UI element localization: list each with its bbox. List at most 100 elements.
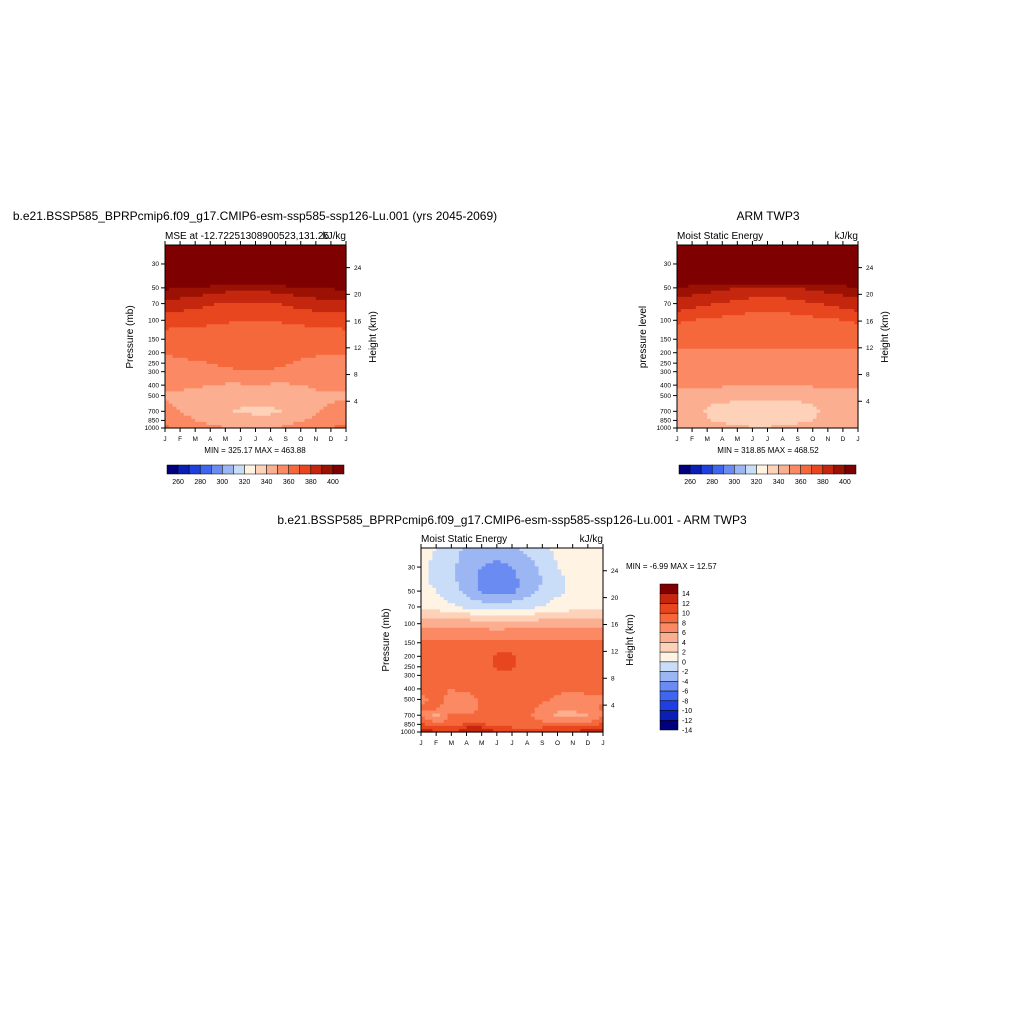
field-cell [707, 318, 712, 322]
field-cell [786, 302, 791, 307]
field-cell [172, 345, 177, 350]
field-cell [304, 388, 309, 392]
field-cell [308, 373, 313, 377]
field-cell [300, 263, 306, 267]
field-cell [846, 275, 852, 280]
field-cell [327, 424, 332, 429]
field-cell [782, 351, 787, 356]
field-cell [334, 318, 340, 322]
field-cell [334, 379, 340, 383]
field-cell [274, 391, 279, 396]
field-cell [278, 287, 283, 292]
field-cell [733, 367, 738, 371]
field-cell [225, 409, 230, 414]
field-cell [255, 382, 260, 386]
field-cell [289, 382, 294, 386]
field-cell [688, 315, 693, 319]
field-cell [187, 409, 192, 414]
field-cell [684, 321, 689, 325]
field-cell [699, 269, 704, 274]
field-cell [680, 296, 686, 301]
field-cell [312, 302, 317, 307]
field-cell [172, 370, 177, 374]
field-cell [684, 324, 689, 328]
field-cell [259, 254, 264, 258]
field-cell [289, 348, 294, 353]
field-cell [229, 357, 234, 362]
field-cell [323, 363, 328, 368]
field-cell [710, 296, 716, 301]
field-cell [308, 412, 313, 417]
field-cell [168, 299, 174, 304]
field-cell [323, 327, 328, 331]
field-cell [756, 370, 761, 374]
field-cell [304, 275, 309, 280]
field-cell [801, 269, 806, 274]
field-cell [714, 275, 720, 280]
field-cell [296, 257, 302, 261]
field-cell [733, 348, 738, 353]
field-cell [180, 406, 185, 411]
field-cell [195, 248, 200, 252]
field-cell [680, 251, 686, 255]
field-cell [289, 275, 294, 280]
field-cell [737, 245, 742, 249]
field-cell [191, 412, 196, 417]
field-cell [221, 424, 226, 429]
field-cell [274, 373, 279, 377]
field-cell [308, 403, 313, 408]
field-cell [195, 342, 200, 347]
field-cell [266, 248, 272, 252]
field-cell [767, 272, 772, 277]
field-cell [744, 348, 750, 353]
field-cell [703, 370, 708, 374]
field-cell [312, 379, 317, 383]
field-cell [688, 302, 693, 307]
field-cell [236, 284, 242, 289]
field-cell [692, 287, 697, 292]
field-cell [266, 348, 272, 353]
field-cell [703, 321, 708, 325]
field-cell [308, 296, 313, 301]
field-cell [225, 397, 230, 402]
field-cell [251, 260, 257, 264]
field-cell [778, 290, 784, 295]
field-cell [824, 318, 829, 322]
field-cell [692, 254, 697, 258]
field-cell [296, 302, 302, 307]
field-cell [221, 394, 226, 399]
field-cell [255, 342, 260, 347]
field-cell [206, 400, 211, 405]
field-cell [285, 354, 291, 359]
field-cell [839, 357, 844, 362]
field-cell [722, 248, 727, 252]
field-cell [315, 360, 321, 365]
field-cell [323, 403, 328, 408]
field-cell [827, 357, 833, 362]
field-cell [247, 330, 253, 335]
field-cell [312, 412, 317, 417]
field-cell [775, 248, 780, 252]
field-cell [168, 412, 174, 417]
field-cell [733, 336, 738, 341]
field-cell [210, 421, 215, 426]
field-cell [183, 281, 189, 286]
field-cell [319, 412, 324, 417]
field-cell [778, 296, 784, 301]
field-cell [771, 351, 776, 356]
field-cell [327, 327, 332, 331]
field-cell [835, 351, 840, 356]
field-cell [191, 269, 196, 274]
field-cell [165, 281, 170, 286]
field-cell [330, 278, 336, 283]
field-cell [244, 354, 249, 359]
field-cell [790, 248, 795, 252]
field-cell [319, 424, 324, 429]
field-cell [319, 327, 324, 331]
field-cell [756, 351, 761, 356]
field-cell [835, 336, 840, 341]
field-cell [334, 415, 340, 420]
field-cell [221, 281, 226, 286]
field-cell [854, 257, 859, 261]
field-cell [684, 254, 689, 258]
